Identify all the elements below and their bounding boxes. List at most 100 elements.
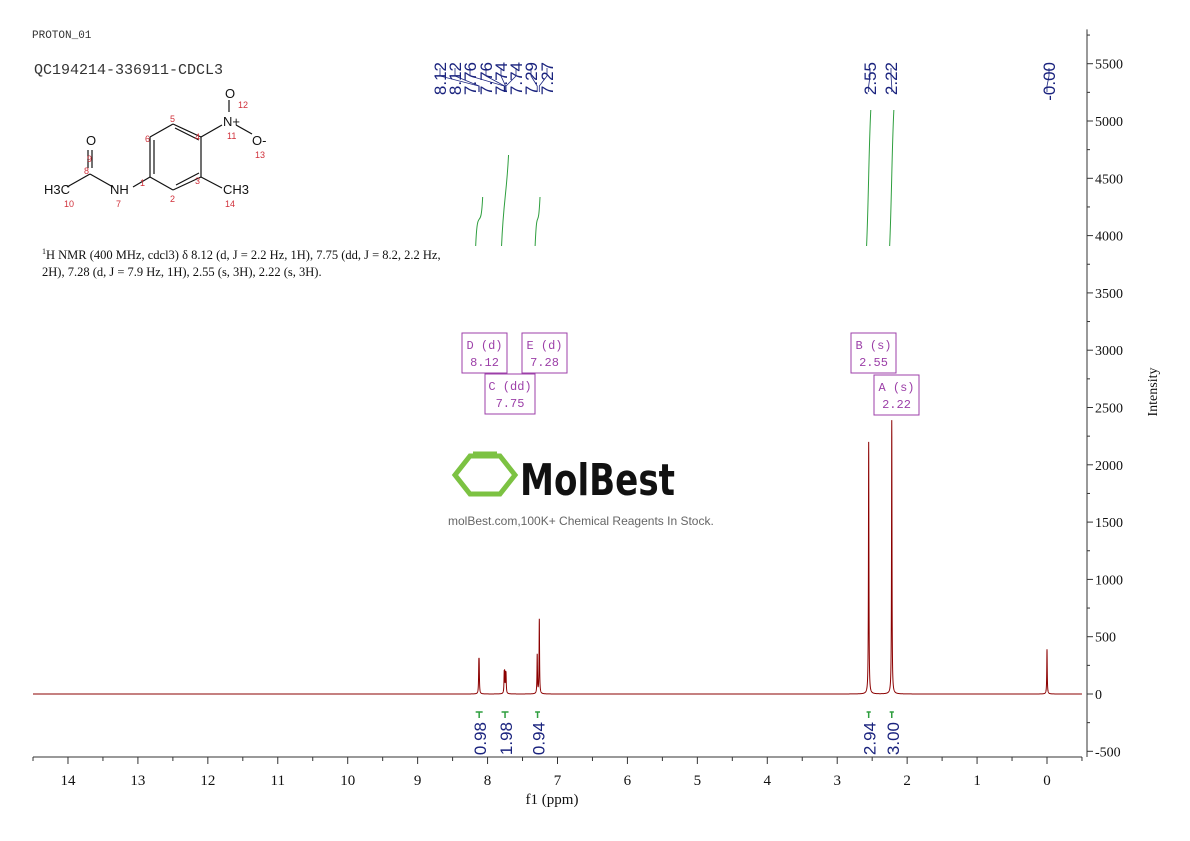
spectrum-line	[33, 420, 1082, 695]
integral-value: 3.00	[884, 722, 903, 755]
integral-curve	[866, 109, 872, 247]
atom-number: 10	[64, 199, 74, 209]
integrals: 0.98 1.98 0.94 2.94 3.00	[471, 109, 903, 755]
multiplet-box: C (dd) 7.75	[484, 373, 536, 415]
y-tick-label: 500	[1095, 631, 1116, 646]
multiplet-shift: 7.28	[530, 356, 559, 370]
x-tick-label: 12	[200, 773, 215, 789]
integral-curve	[534, 196, 541, 247]
integral-value: 0.98	[471, 722, 490, 755]
watermark-brand: MolBest	[520, 455, 675, 506]
atom-number: 4	[195, 132, 200, 142]
integral-value: 0.94	[530, 722, 549, 755]
x-tick-label: 11	[271, 773, 285, 789]
x-tick-label: 4	[764, 773, 772, 789]
integral-bracket	[866, 711, 871, 718]
peak-label: 8.12	[446, 62, 465, 95]
integral-curve	[889, 109, 895, 247]
molbest-logo-icon	[451, 451, 519, 497]
y-tick-label: 1500	[1095, 516, 1123, 531]
atom-number: 3	[195, 176, 200, 186]
y-tick-label: 0	[1095, 688, 1102, 703]
multiplet-shift: 2.22	[882, 398, 911, 412]
y-tick-label: 2500	[1095, 402, 1123, 417]
atom-h3c: H3C	[44, 182, 70, 197]
x-tick-label: 0	[1043, 773, 1051, 789]
y-tick-label: 5500	[1095, 58, 1123, 73]
peak-label-connector	[505, 68, 517, 92]
atom-o9: O	[86, 133, 96, 148]
integral-bracket	[889, 711, 894, 718]
peak-label: 7.74	[507, 62, 526, 95]
peak-labels: 8.128.127.767.767.747.747.297.27 2.55 2.22…	[431, 62, 1059, 101]
atom-number: 5	[170, 114, 175, 124]
peak-label-connector	[500, 68, 507, 92]
peak-label-connector	[454, 68, 480, 92]
watermark: MolBest molBest.com,100K+ Chemical Reage…	[448, 451, 714, 528]
y-tick-label: 3500	[1095, 287, 1123, 302]
multiplet-shift: 8.12	[470, 356, 499, 370]
y-tick-label: 4500	[1095, 172, 1123, 187]
multiplet-box: D (d) 8.12	[461, 332, 508, 374]
atom-number: 2	[170, 194, 175, 204]
atom-number: 13	[255, 150, 265, 160]
y-tick-label: 4000	[1095, 230, 1123, 245]
y-tick-label: 3000	[1095, 344, 1123, 359]
peak-label: 7.29	[522, 62, 541, 95]
y-tick-label: 1000	[1095, 573, 1123, 588]
atom-o12: O	[225, 86, 235, 101]
peak-label-connector	[469, 68, 505, 92]
peak-label: 7.76	[477, 62, 496, 95]
atom-number: 1	[140, 178, 145, 188]
multiplet-label: E (d)	[526, 339, 562, 353]
sample-id: QC194214-336911-CDCL3	[34, 62, 224, 79]
atom-number: 7	[116, 199, 121, 209]
peak-label: -0.00	[1040, 62, 1059, 101]
multiplet-label: B (s)	[855, 339, 891, 353]
multiplet-boxes: D (d) 8.12 E (d) 7.28 C (dd) 7.75 B (s) 2.55 A (…	[461, 332, 920, 416]
atom-number: 9	[87, 154, 92, 164]
integral-bracket	[475, 711, 483, 718]
y-tick-label: 5000	[1095, 115, 1123, 130]
y-tick-label: 2000	[1095, 459, 1123, 474]
peak-label-connector	[868, 68, 871, 92]
multiplet-shift: 2.55	[859, 356, 888, 370]
atom-nh: NH	[110, 182, 129, 197]
isotope-superscript: 1	[42, 247, 46, 256]
peak-label-connector	[530, 68, 538, 92]
peak-label-connector	[485, 68, 506, 92]
integral-bracket	[501, 711, 509, 718]
peak-label: 8.12	[431, 62, 450, 95]
multiplet-shift: 7.75	[496, 397, 525, 411]
x-tick-label: 6	[624, 773, 632, 789]
multiplet-label: A (s)	[878, 381, 914, 395]
multiplet-label: C (dd)	[488, 380, 531, 394]
molecule-bonds	[66, 100, 253, 191]
peak-label: 7.76	[461, 62, 480, 95]
x-tick-label: 2	[903, 773, 911, 789]
integral-bracket	[535, 711, 541, 718]
y-axis-label: Intensity	[1146, 368, 1161, 417]
x-axis: 14 13 12 11 10 9 8 7 6 5 4 3 2 1 0f1 (ppm)	[32, 756, 1083, 808]
x-tick-label: 3	[833, 773, 841, 789]
x-tick-label: 13	[130, 773, 145, 789]
integral-curve	[475, 196, 484, 247]
multiplet-label: D (d)	[466, 339, 502, 353]
integral-value: 2.94	[861, 722, 880, 755]
x-axis-label: f1 (ppm)	[526, 792, 579, 808]
x-tick-label: 8	[484, 773, 492, 789]
multiplet-box: E (d) 7.28	[521, 332, 568, 374]
atom-n11: N+	[223, 114, 240, 129]
atom-ch3: CH3	[223, 182, 249, 197]
y-axis: 5500500045004000350030002500200015001000…	[1086, 29, 1161, 760]
x-tick-label: 9	[414, 773, 422, 789]
x-tick-label: 1	[973, 773, 981, 789]
peak-label-connector	[1046, 68, 1050, 92]
multiplet-box: A (s) 2.22	[873, 374, 920, 416]
integral-curve	[501, 154, 510, 247]
multiplet-box: B (s) 2.55	[850, 332, 897, 374]
